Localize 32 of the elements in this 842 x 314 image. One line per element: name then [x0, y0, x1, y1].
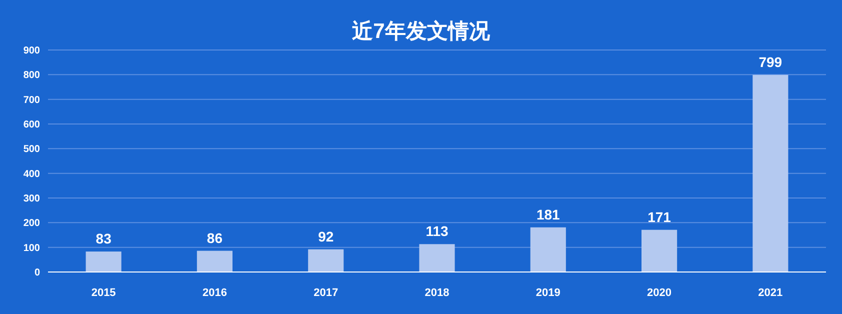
y-tick-label: 900 [23, 46, 40, 56]
bar [530, 227, 566, 272]
y-tick-label: 800 [23, 70, 40, 82]
x-tick-label: 2021 [758, 287, 783, 299]
chart-title: 近7年发文情况 [351, 19, 491, 43]
x-tick-label: 2019 [536, 287, 560, 299]
data-label: 799 [758, 54, 782, 70]
bar [419, 244, 455, 272]
y-tick-label: 0 [34, 268, 40, 278]
data-label: 86 [206, 230, 223, 246]
y-tick-label: 500 [23, 144, 40, 156]
x-tick-label: 2015 [91, 287, 116, 299]
data-label: 92 [318, 228, 334, 244]
bar [642, 230, 678, 272]
x-tick-label: 2016 [202, 287, 227, 299]
bar [308, 249, 344, 272]
y-tick-label: 400 [23, 168, 40, 180]
data-label: 171 [648, 208, 672, 225]
y-tick-label: 700 [23, 94, 40, 106]
x-tick-label: 2018 [424, 287, 450, 299]
data-label: 181 [536, 206, 560, 222]
bar [196, 250, 232, 272]
bar [86, 252, 122, 272]
data-label: 83 [96, 230, 112, 247]
x-tick-label: 2017 [314, 287, 338, 299]
y-tick-label: 600 [23, 120, 40, 130]
x-tick-label: 2020 [647, 287, 672, 299]
bar [752, 74, 788, 272]
y-tick-label: 100 [23, 242, 40, 254]
y-tick-label: 300 [23, 194, 40, 204]
data-label: 113 [426, 223, 449, 240]
y-tick-label: 200 [23, 218, 40, 230]
